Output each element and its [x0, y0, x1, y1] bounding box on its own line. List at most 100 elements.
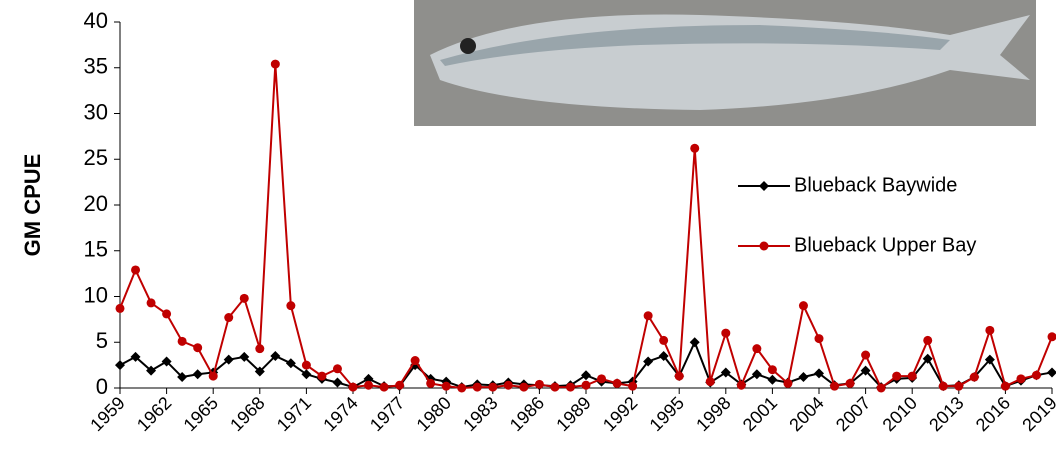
data-point	[426, 378, 436, 388]
data-point	[317, 371, 327, 381]
y-tick-label: 0	[96, 374, 108, 399]
x-tick-label: 1995	[646, 393, 688, 435]
data-point	[410, 356, 420, 366]
data-point	[363, 373, 374, 384]
data-point	[457, 383, 467, 393]
data-point	[721, 328, 731, 338]
data-point	[239, 293, 249, 303]
data-point	[161, 356, 172, 367]
data-point	[907, 371, 917, 381]
y-tick-label: 25	[84, 145, 108, 170]
legend-marker	[759, 241, 769, 251]
data-point	[224, 313, 234, 323]
x-tick-label: 1986	[506, 393, 548, 435]
x-tick-label: 2013	[925, 393, 967, 435]
data-point	[720, 367, 731, 378]
x-tick-label: 2004	[785, 393, 827, 435]
data-point	[550, 382, 560, 392]
x-tick-label: 1974	[319, 393, 361, 435]
fish-photo	[414, 0, 1036, 126]
data-point	[193, 343, 203, 353]
x-tick-label: 2001	[739, 393, 781, 435]
data-point	[285, 358, 296, 369]
data-point	[830, 381, 840, 391]
data-point	[581, 380, 591, 390]
data-point	[659, 335, 669, 345]
data-point	[1016, 374, 1026, 384]
data-point	[472, 382, 482, 392]
y-tick-label: 40	[84, 8, 108, 33]
y-axis-label: GM CPUE	[20, 154, 45, 257]
data-point	[751, 369, 762, 380]
y-tick-label: 15	[84, 237, 108, 262]
data-point	[1047, 367, 1056, 378]
data-point	[208, 371, 218, 381]
fish-back	[440, 25, 950, 66]
data-point	[534, 379, 544, 389]
data-point	[984, 354, 995, 365]
data-point	[658, 350, 669, 361]
x-tick-label: 1977	[366, 393, 408, 435]
legend-label: Blueback Upper Bay	[794, 234, 976, 256]
data-point	[301, 369, 312, 380]
data-point	[597, 374, 607, 384]
data-point	[286, 301, 296, 311]
data-point	[503, 380, 513, 390]
x-tick-label: 1959	[86, 393, 128, 435]
y-tick-label: 5	[96, 328, 108, 353]
y-tick-label: 20	[84, 191, 108, 216]
data-point	[364, 380, 374, 390]
x-tick-label: 1989	[552, 393, 594, 435]
data-point	[922, 353, 933, 364]
data-point	[705, 377, 715, 387]
data-point	[845, 378, 855, 388]
data-point	[255, 344, 265, 354]
data-point	[783, 378, 793, 388]
x-tick-label: 2019	[1018, 393, 1056, 435]
data-point	[954, 381, 964, 391]
data-point	[860, 365, 871, 376]
data-point	[969, 372, 979, 382]
data-point	[798, 372, 809, 383]
data-point	[674, 371, 684, 381]
data-point	[861, 350, 871, 360]
data-point	[239, 351, 250, 362]
data-point	[177, 372, 188, 383]
data-point	[441, 381, 451, 391]
data-point	[332, 377, 343, 388]
data-point	[223, 354, 234, 365]
data-point	[130, 351, 141, 362]
x-tick-label: 1965	[180, 393, 222, 435]
data-point	[798, 301, 808, 311]
data-point	[146, 298, 156, 308]
x-tick-label: 1992	[599, 393, 641, 435]
x-tick-label: 1962	[133, 393, 175, 435]
data-point	[767, 365, 777, 375]
y-tick-label: 10	[84, 282, 108, 307]
data-point	[643, 311, 653, 321]
data-point	[177, 336, 187, 346]
data-point	[379, 382, 389, 392]
x-tick-label: 2016	[972, 393, 1014, 435]
data-point	[565, 382, 575, 392]
data-point	[162, 309, 172, 319]
data-point	[581, 370, 591, 381]
data-point	[938, 381, 948, 391]
data-point	[488, 382, 498, 392]
x-tick-label: 2007	[832, 393, 874, 435]
data-point	[628, 381, 638, 391]
data-point	[612, 378, 622, 388]
data-point	[814, 368, 824, 379]
data-point	[270, 350, 281, 361]
data-point	[814, 334, 824, 344]
data-point	[985, 325, 995, 335]
x-tick-label: 1983	[459, 393, 501, 435]
data-point	[767, 374, 778, 385]
data-point	[689, 337, 700, 348]
data-point	[395, 380, 405, 390]
data-point	[752, 344, 762, 354]
data-point	[131, 265, 141, 275]
y-tick-label: 35	[84, 54, 108, 79]
data-point	[690, 143, 700, 153]
